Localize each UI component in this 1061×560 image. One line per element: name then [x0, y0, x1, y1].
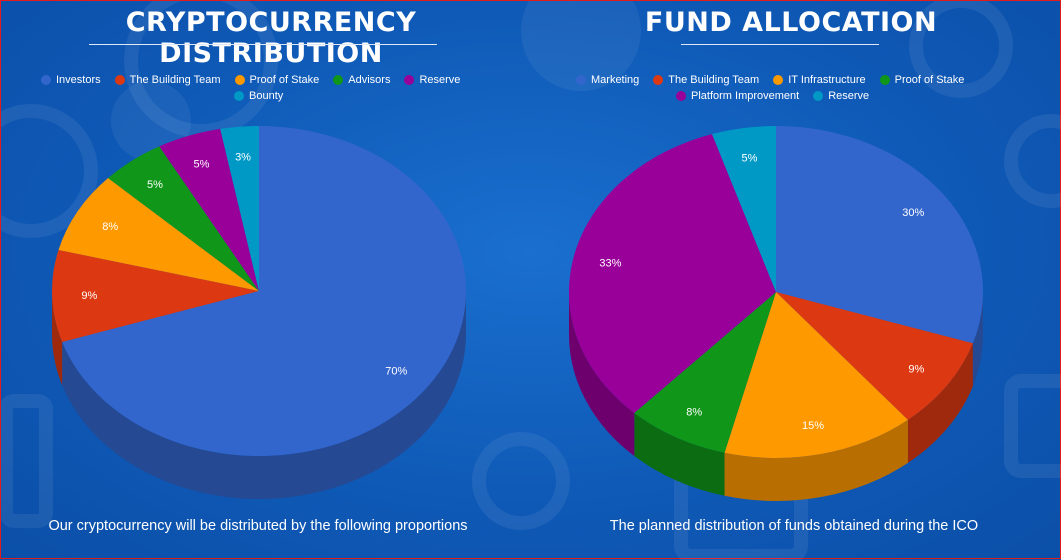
legend-label: Reserve: [419, 73, 461, 86]
pie-slice-marketing: [776, 126, 983, 344]
legend-item: Investors: [41, 73, 101, 86]
chart-caption: Our cryptocurrency will be distributed b…: [48, 518, 468, 534]
chart-legend: Investors The Building Team Proof of Sta…: [41, 73, 511, 102]
pie-chart-crypto-distribution: 70% 9% 8% 5% 5% 3%: [52, 126, 467, 499]
chart-title: FUND ALLOCATION: [644, 7, 938, 38]
legend-item: Reserve: [404, 73, 460, 86]
legend-item: Proof of Stake: [234, 73, 320, 86]
legend-item: Marketing: [576, 73, 639, 86]
legend-item: Bounty: [234, 89, 283, 102]
legend-swatch: [333, 74, 344, 85]
pie-slice-proof-of-stake: [634, 292, 776, 453]
pie-data-label: 3%: [235, 151, 251, 163]
pie-slice-investors: [62, 126, 467, 456]
pie-slice-side: [62, 291, 467, 499]
pie-slice-advisors: [108, 146, 260, 291]
pie-slice-reserve: [712, 126, 776, 292]
chart-title: CRYPTOCURRENCY DISTRIBUTION: [125, 7, 417, 69]
legend-swatch: [234, 74, 245, 85]
pie-data-label: 9%: [908, 364, 924, 376]
legend-label: The Building Team: [668, 73, 760, 86]
legend-item: Proof of Stake: [879, 73, 965, 86]
legend-item: IT Infrastructure: [773, 73, 866, 86]
legend-swatch: [676, 90, 686, 101]
pie-data-label: 5%: [741, 153, 757, 165]
chart-panel-crypto-distribution: CRYPTOCURRENCY DISTRIBUTION Investors Th…: [1, 1, 521, 560]
pie-data-label: 70%: [385, 366, 407, 378]
pie-slice-side: [52, 291, 63, 385]
pie-data-label: 5%: [194, 159, 210, 171]
title-underline: [89, 44, 437, 45]
pie-slices: [52, 126, 467, 456]
pie-data-labels: 70% 9% 8% 5% 5% 3%: [81, 151, 407, 377]
chart-legend: Marketing The Building Team IT Infrastru…: [576, 73, 1016, 102]
title-underline: [681, 44, 879, 45]
pie-slice-platform-improvement: [569, 134, 776, 414]
legend-swatch: [773, 74, 784, 85]
legend-label: IT Infrastructure: [788, 73, 866, 86]
legend-swatch: [813, 90, 824, 101]
legend-swatch: [234, 90, 244, 101]
chart-panel-fund-allocation: FUND ALLOCATION Marketing The Building T…: [531, 1, 1051, 560]
legend-label: Proof of Stake: [894, 73, 965, 86]
legend-item: The Building Team: [653, 73, 759, 86]
pie-slice-side: [907, 343, 973, 463]
legend-label: Investors: [56, 73, 101, 86]
pie-slices: [569, 126, 983, 458]
legend-label: Advisors: [348, 73, 391, 86]
pie-slice-reserve: [159, 128, 259, 291]
pie-slice-it-infrastructure: [724, 292, 908, 458]
pie-slice-proof-of-stake: [58, 178, 260, 291]
legend-label: Bounty: [249, 89, 284, 102]
pie-slice-the-building-team: [776, 292, 973, 420]
legend-label: Reserve: [828, 89, 870, 102]
pie-slice-bounty: [220, 126, 259, 291]
legend-label: Marketing: [591, 73, 640, 86]
pie-data-label: 9%: [81, 290, 97, 302]
legend-swatch: [576, 74, 586, 85]
pie-data-label: 8%: [102, 221, 118, 233]
legend-label: Proof of Stake: [249, 73, 320, 86]
pie-data-label: 5%: [147, 179, 163, 191]
legend-item: Reserve: [813, 89, 869, 102]
pie-slice-side: [972, 292, 983, 387]
legend-label: The Building Team: [129, 73, 221, 86]
pie-data-labels: 30% 9% 15% 8% 33% 5%: [599, 153, 924, 432]
legend-item: Advisors: [333, 73, 390, 86]
pie-data-label: 15%: [802, 420, 824, 432]
pie-side-walls: [52, 291, 467, 499]
pie-side-walls: [569, 292, 983, 501]
legend-swatch: [114, 74, 125, 85]
legend-swatch: [404, 74, 415, 85]
pie-slice-side: [569, 292, 635, 457]
pie-data-label: 33%: [599, 257, 621, 269]
legend-item: The Building Team: [114, 73, 221, 86]
legend-swatch: [653, 74, 664, 85]
pie-data-label: 30%: [902, 207, 924, 219]
pie-slice-the-building-team: [52, 249, 260, 342]
pie-chart-fund-allocation: 30% 9% 15% 8% 33% 5%: [569, 126, 983, 501]
chart-caption: The planned distribution of funds obtain…: [609, 518, 979, 534]
pie-slice-side: [634, 413, 725, 496]
legend-label: Platform Improvement: [691, 89, 800, 102]
legend-item: Platform Improvement: [676, 89, 799, 102]
legend-swatch: [41, 74, 51, 85]
pie-data-label: 8%: [686, 406, 702, 418]
legend-swatch: [879, 74, 890, 85]
pie-slice-side: [724, 419, 908, 501]
